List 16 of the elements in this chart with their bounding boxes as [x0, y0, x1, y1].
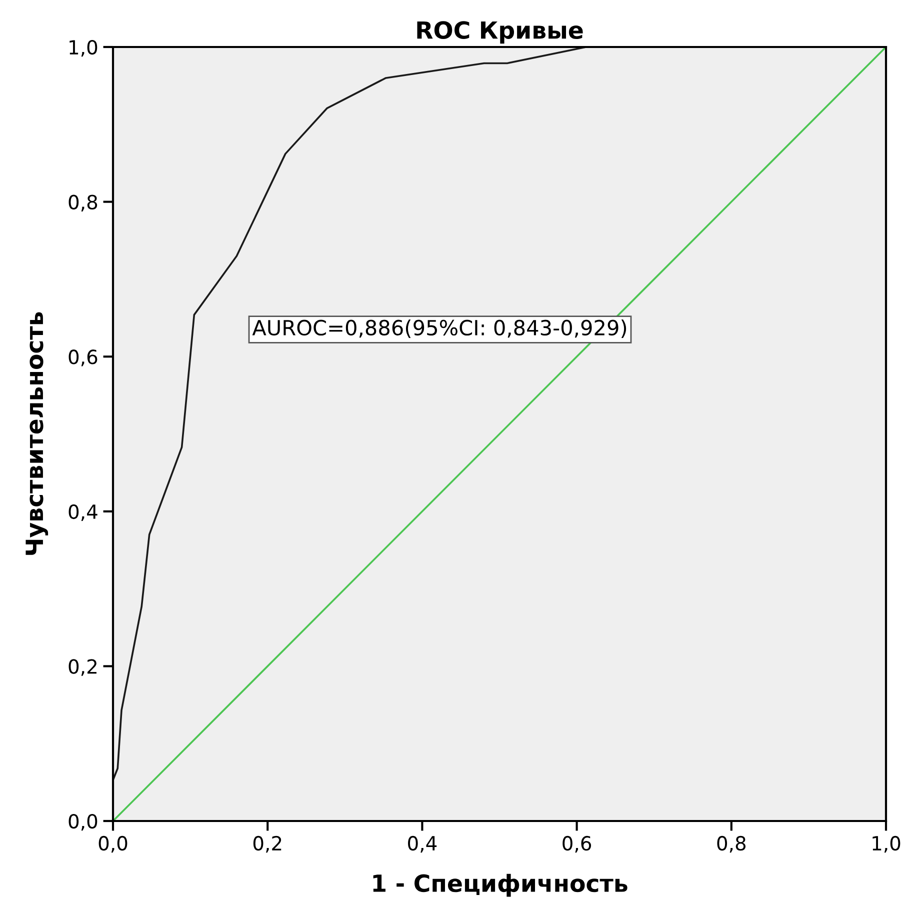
- y-tick-label: 1,0: [70, 40, 98, 57]
- x-tick-label: 0,2: [253, 836, 282, 853]
- chart-title: ROC Кривые: [417, 21, 583, 44]
- x-tick-label: 0,6: [562, 836, 592, 853]
- x-tick-label: 0,8: [717, 836, 746, 853]
- y-axis-title: Чувствительность: [26, 312, 48, 555]
- y-tick-label: 0,8: [68, 194, 98, 212]
- x-tick-label: 0,4: [408, 836, 437, 853]
- y-tick-label: 0,6: [68, 350, 98, 366]
- y-tick-label: 0,0: [68, 814, 98, 831]
- y-tick-label: 0,2: [68, 659, 96, 676]
- x-tick-label: 1,0: [872, 836, 900, 853]
- y-tick-label: 0,4: [68, 504, 98, 522]
- annotation: AUROC=0,886(95%CI: 0,843-0,929): [252, 319, 626, 338]
- x-axis-title: 1 - Специфичность: [373, 874, 628, 897]
- x-tick-label: 0,0: [98, 836, 128, 853]
